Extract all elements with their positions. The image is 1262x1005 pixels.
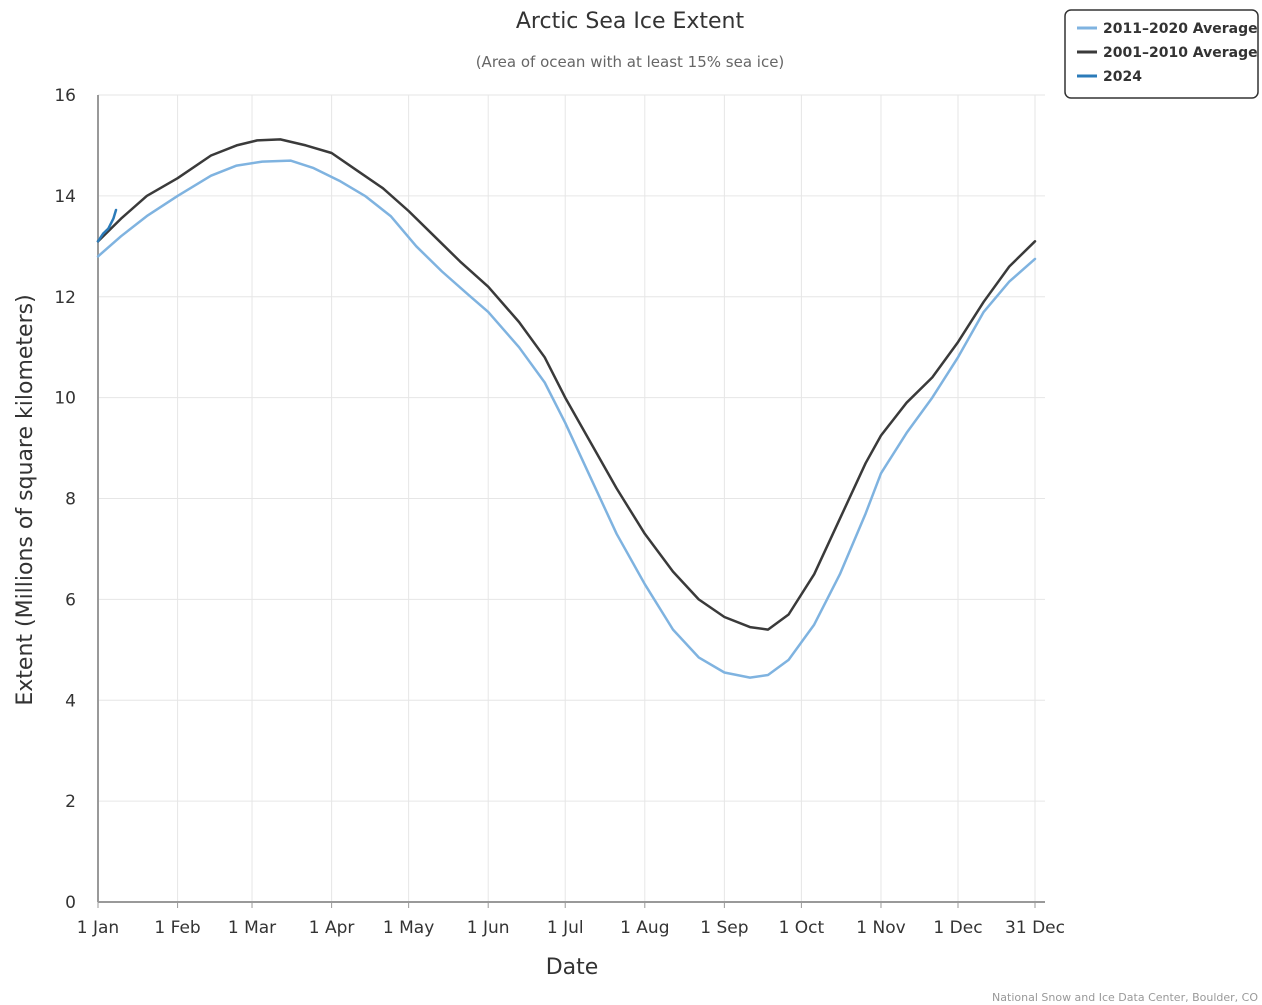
legend-items: 2011–2020 Average 2001–2010 Average 2024: [1077, 21, 1258, 85]
y-tick-label: 12: [54, 288, 76, 308]
chart-title: Arctic Sea Ice Extent: [516, 9, 745, 34]
legend[interactable]: 2011–2020 Average 2001–2010 Average 2024: [1064, 9, 1259, 99]
legend-label[interactable]: 2011–2020 Average: [1103, 21, 1258, 37]
series-line-1: [96, 138, 1037, 631]
y-tick-labels: 0 2 4 6 8 10 12 14 16: [54, 86, 76, 913]
y-tick-label: 8: [65, 490, 76, 510]
y-axis-title: Extent (Millions of square kilometers): [13, 294, 38, 705]
legend-label[interactable]: 2024: [1103, 69, 1142, 85]
x-tick-label: 1 Apr: [309, 918, 355, 938]
y-tick-label: 6: [65, 590, 76, 610]
x-tick-label: 1 Jul: [547, 918, 584, 938]
credit-text: National Snow and Ice Data Center, Bould…: [992, 991, 1258, 1004]
x-tick-labels: 1 Jan 1 Feb 1 Mar 1 Apr 1 May 1 Jun 1 Jul 1 Aug…: [77, 902, 1065, 938]
x-tick-label: 1 Aug: [620, 918, 669, 938]
x-tick-label: 1 Feb: [154, 918, 200, 938]
y-tick-label: 2: [65, 792, 76, 812]
series-line-2: [96, 208, 118, 243]
x-axis-title: Date: [546, 955, 599, 980]
y-tick-label: 0: [65, 893, 76, 913]
y-tick-label: 10: [54, 389, 76, 409]
x-tick-label: 1 Sep: [700, 918, 748, 938]
x-tick-label: 1 Jan: [77, 918, 119, 938]
legend-box: [1064, 9, 1259, 99]
y-tick-label: 16: [54, 86, 76, 106]
x-tick-label: 1 Dec: [933, 918, 982, 938]
x-tick-label: 1 May: [383, 918, 434, 938]
x-tick-label: 1 Jun: [467, 918, 510, 938]
y-tick-label: 4: [65, 691, 76, 711]
x-tick-label: 1 Nov: [856, 918, 905, 938]
x-tick-label: 1 Mar: [228, 918, 276, 938]
horizontal-gridlines: [98, 94, 1045, 802]
y-tick-label: 14: [54, 187, 76, 207]
x-tick-label: 31 Dec: [1005, 918, 1065, 938]
series-line-0: [96, 159, 1037, 679]
legend-label[interactable]: 2001–2010 Average: [1103, 45, 1258, 61]
series-lines: [96, 138, 1037, 679]
x-tick-label: 1 Oct: [779, 918, 825, 938]
chart-subtitle: (Area of ocean with at least 15% sea ice…: [476, 53, 785, 71]
